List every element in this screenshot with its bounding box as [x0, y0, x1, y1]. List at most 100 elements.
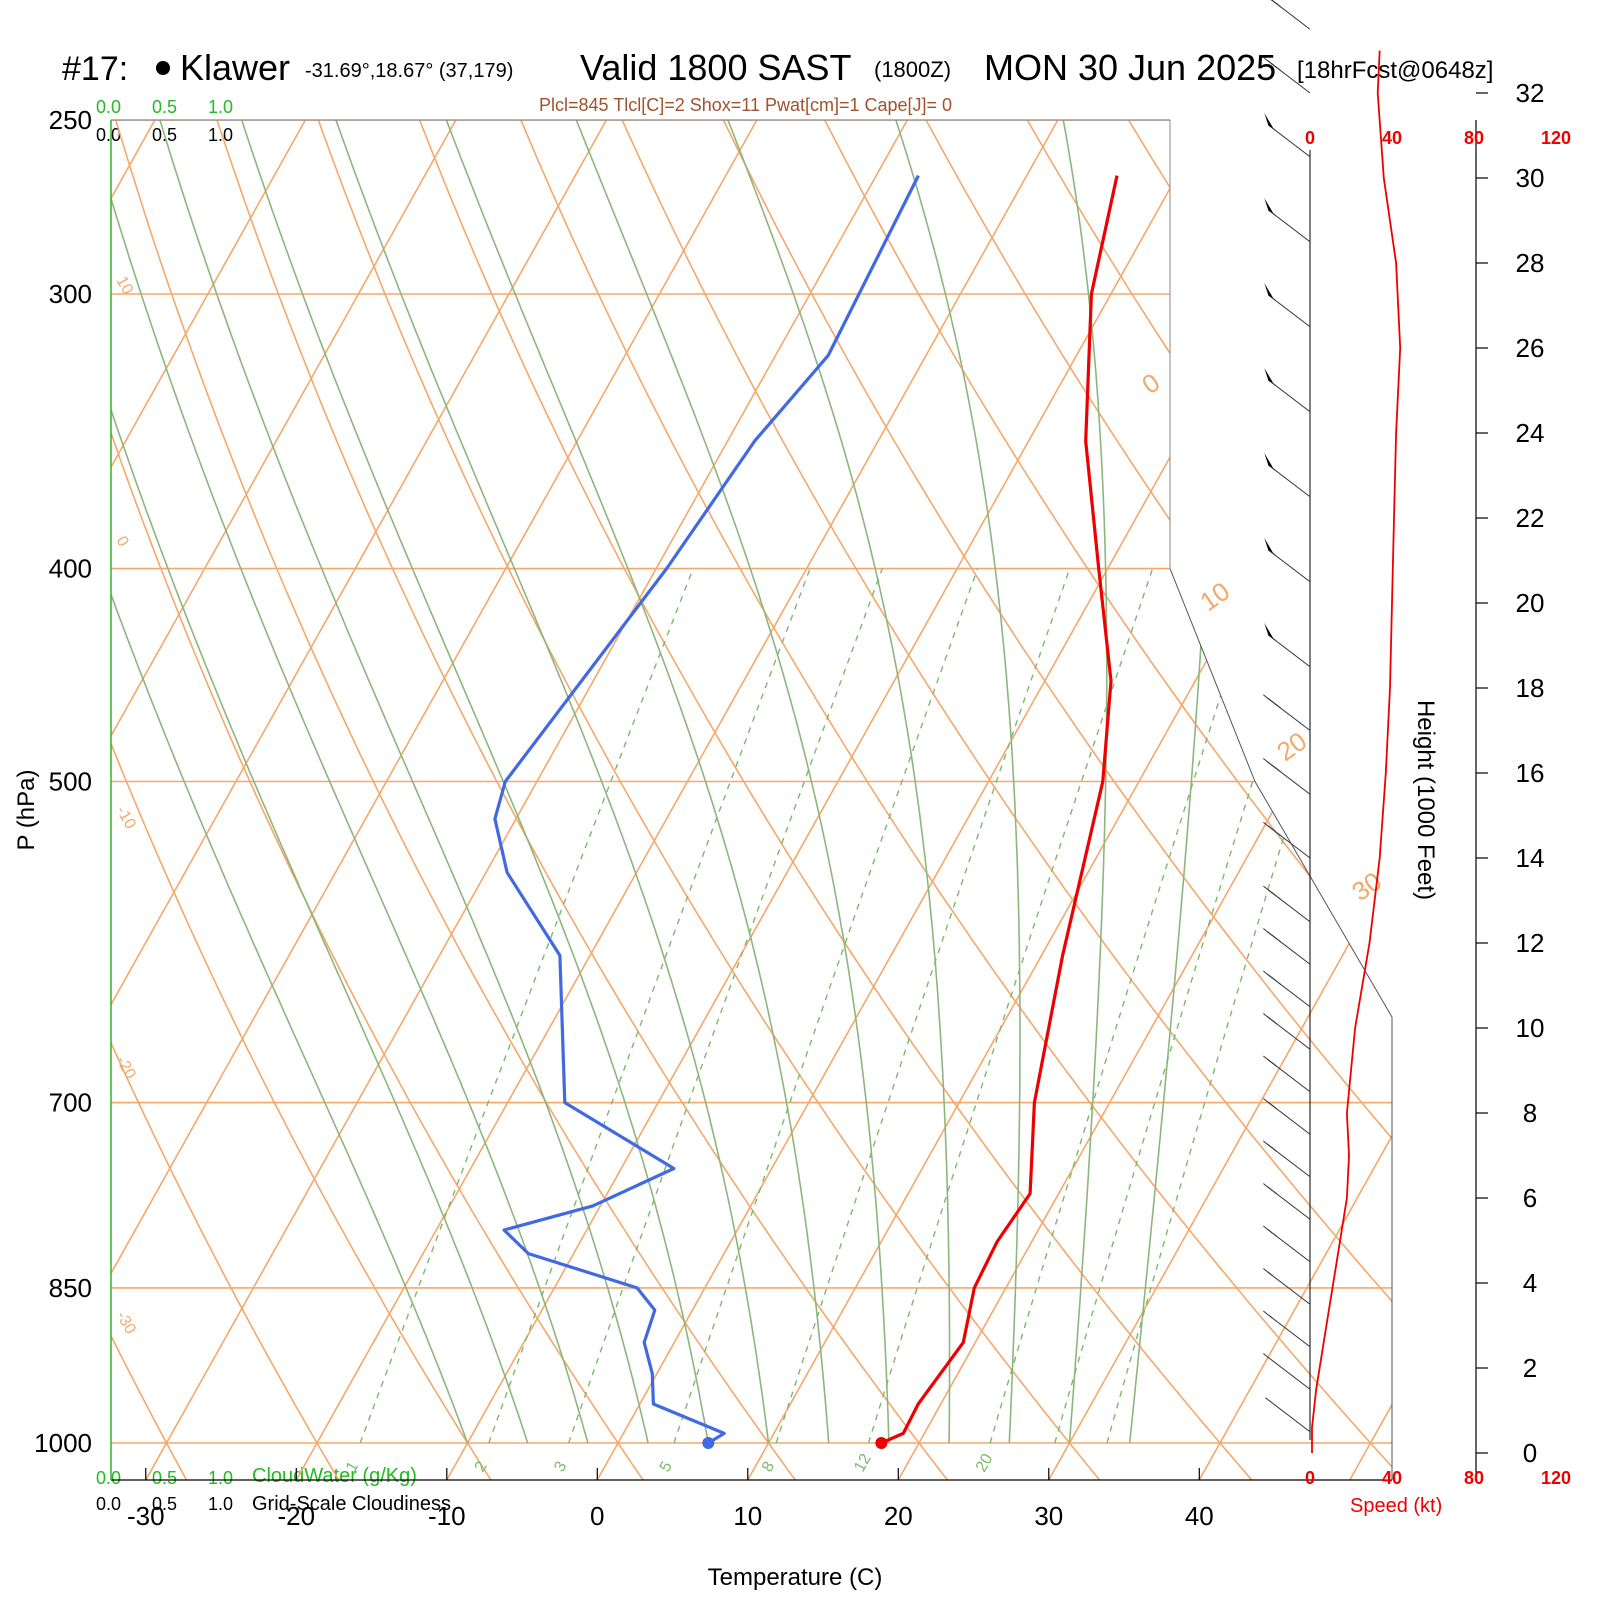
moist-adiabat [560, 120, 890, 1444]
moist-adiabat [111, 120, 469, 1444]
wind-barb-feather [1263, 1353, 1269, 1358]
isotherm-label: -30 [113, 1309, 139, 1338]
height-tick-label: 4 [1523, 1268, 1537, 1298]
wind-barb-feather [1271, 1146, 1277, 1152]
cloudiness-tick: 1.0 [208, 1494, 233, 1514]
cloud-water-tick: 0.5 [152, 97, 177, 117]
wind-barb-feather [1263, 1310, 1269, 1316]
mixing-ratio-label: 3 [551, 1459, 570, 1475]
wind-barb-feather [1263, 1140, 1269, 1146]
temperature-tick-label: 30 [1034, 1501, 1063, 1531]
mixing-ratio-line [1054, 568, 1321, 1444]
isotherm-line [892, 120, 1392, 1480]
wind-barb [1264, 197, 1311, 243]
isotherm-line [591, 120, 1382, 1480]
wind-barb [1264, 452, 1311, 498]
dry-adiabat [503, 120, 1392, 1480]
height-tick-label: 6 [1523, 1183, 1537, 1213]
speed-axis-title: Speed (kt) [1350, 1495, 1442, 1517]
cloud-water-tick: 0.5 [152, 1468, 177, 1488]
wind-barb [1263, 1353, 1311, 1390]
pressure-tick-label: 1000 [34, 1428, 92, 1458]
cloudiness-label: Grid-Scale Cloudiness [252, 1493, 451, 1515]
speed-tick-label-top: 80 [1464, 128, 1484, 148]
valid-time: Valid 1800 SAST [580, 47, 852, 88]
wind-barb [1264, 282, 1311, 328]
wind-barb-feather [1273, 1233, 1277, 1237]
wind-barb-feather [1273, 1191, 1277, 1195]
dry-adiabat [1304, 120, 1392, 1480]
pressure-tick-label: 850 [49, 1273, 92, 1303]
moist-adiabat [111, 120, 589, 1444]
dry-adiabat [303, 120, 1109, 1480]
x-axis-title: Temperature (C) [708, 1564, 883, 1591]
dry-adiabat [403, 120, 1261, 1480]
speed-tick-label-bottom: 40 [1382, 1468, 1402, 1488]
wind-barb-feather [1275, 767, 1282, 773]
temperature-tick-label: 40 [1185, 1501, 1214, 1531]
cloud-scale-top: 0.0 0.5 1.0 0.0 0.5 1.0 [96, 97, 233, 145]
isotherm-line [1343, 120, 1392, 1480]
moist-adiabat [882, 120, 1021, 1444]
wind-barb [1263, 1098, 1311, 1135]
station-coords: -31.69°,18.67° (37,179) [305, 60, 513, 82]
cloudiness-tick: 0.0 [96, 1494, 121, 1514]
height-tick-label: 22 [1516, 503, 1545, 533]
wind-barb [1264, 112, 1311, 158]
wind-barb-feather [1267, 825, 1273, 830]
wind-barb-feather [1272, 467, 1276, 471]
dry-adiabat [203, 120, 956, 1480]
height-tick-label: 2 [1523, 1353, 1537, 1383]
station-name: Klawer [180, 47, 290, 88]
wind-barb-feather [1272, 212, 1276, 216]
wind-barb [1263, 1055, 1311, 1093]
wind-barb-feather [1275, 2, 1282, 8]
speed-tick-label-top: 40 [1382, 128, 1402, 148]
surface-dewpoint-point [702, 1437, 715, 1449]
speed-tick-label-top: 120 [1541, 128, 1571, 148]
wind-barb [1263, 1268, 1311, 1305]
isotherm-label: 0 [113, 534, 132, 550]
valid-zulu: (1800Z) [874, 57, 951, 82]
height-tick-label: 0 [1523, 1438, 1537, 1468]
background-lines [111, 120, 1392, 1480]
height-tick-label: 16 [1516, 758, 1545, 788]
frame-right-slant [1169, 568, 1393, 1480]
mixing-ratio-label: 2 [472, 1459, 491, 1475]
moist-adiabat [228, 120, 710, 1444]
temperature-profile-line [880, 175, 1119, 1445]
pressure-tick-label: 400 [49, 554, 92, 584]
wind-barb [1270, 0, 1311, 30]
mixing-ratio-label: 8 [759, 1459, 778, 1475]
forecast-info: [18hrFcst@0648z] [1297, 57, 1493, 84]
wind-barb-feather [1275, 703, 1282, 709]
wind-barb [1263, 694, 1311, 731]
temperature-tick-label: 10 [733, 1501, 762, 1531]
wind-barb-feather [1265, 1397, 1269, 1401]
wind-barb-feather [1269, 1315, 1273, 1319]
wind-barb-staff [1267, 1272, 1311, 1305]
wind-barb-feather [1267, 1228, 1273, 1234]
dry-adiabat [111, 120, 803, 1480]
cloudiness-tick: 0.0 [96, 125, 121, 145]
pressure-tick-label: 700 [49, 1088, 92, 1118]
wind-barb-pennant [1264, 112, 1274, 130]
wind-barb-feather [1263, 821, 1269, 827]
adiabat-label: 30 [1346, 866, 1387, 907]
wind-barb-feather [1271, 891, 1277, 897]
speed-tick-label-bottom: 0 [1305, 1468, 1315, 1488]
wind-barb-feather [1271, 828, 1277, 833]
cloud-scale-bottom: 0.0 0.5 1.0 CloudWater (g/Kg) 0.0 0.5 1.… [96, 1465, 451, 1515]
sounding-indices: Plcl=845 Tlcl[C]=2 Shox=11 Pwat[cm]=1 Ca… [539, 95, 952, 115]
temperature-tick-label: 0 [590, 1501, 604, 1531]
wind-barb-feather [1263, 885, 1269, 891]
wind-barb-feather [1263, 1098, 1269, 1103]
height-tick-label: 18 [1516, 673, 1545, 703]
wind-barb-feather [1267, 1186, 1273, 1192]
station-dot-icon [156, 61, 170, 75]
wind-barb-feather [1263, 1183, 1269, 1188]
wind-barb-feather [1263, 1013, 1269, 1018]
wind-barb-feather [1267, 1016, 1273, 1022]
isotherm-line [290, 120, 1081, 1480]
